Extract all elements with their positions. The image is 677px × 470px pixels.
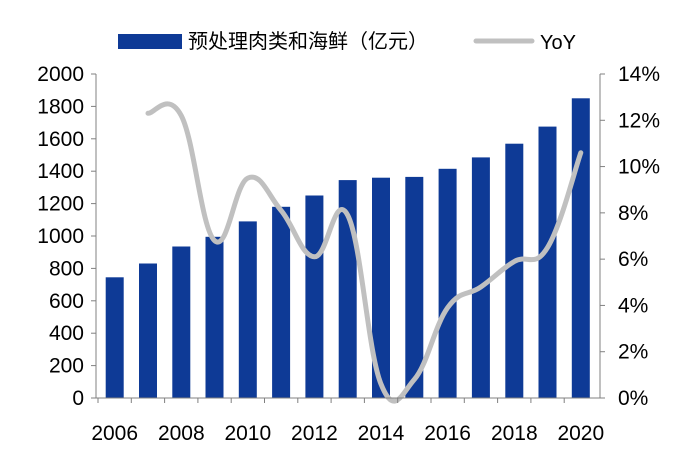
left-axis-ticks: 0 200 400 600 800 1000 1200 1400 1600 1800 2000: [37, 63, 96, 410]
x-tick-label: 2006: [91, 422, 138, 445]
bar-2016: [438, 168, 457, 398]
bar-2011: [272, 206, 291, 398]
x-tick-label: 2014: [358, 422, 405, 445]
left-tick-label: 800: [49, 257, 84, 280]
left-tick-label: 1000: [37, 225, 84, 248]
legend: 预处理肉类和海鲜（亿元） YoY: [118, 30, 576, 54]
left-tick-label: 400: [49, 322, 84, 345]
x-tick-label: 2008: [158, 422, 205, 445]
left-tick-label: 0: [72, 387, 84, 410]
right-tick-label: 2%: [618, 341, 648, 364]
x-tick-label: 2010: [224, 422, 271, 445]
right-axis-ticks: 0% 2% 4% 6% 8% 10% 12% 14%: [600, 63, 660, 410]
left-tick-label: 1200: [37, 193, 84, 216]
x-axis-ticks: 2006 2008 2010 2012 2014 2016 2018 2020: [91, 398, 604, 445]
bar-2007: [139, 263, 157, 398]
right-tick-label: 10%: [618, 156, 660, 179]
x-tick-label: 2018: [491, 422, 538, 445]
yoy-line-series: [145, 101, 584, 404]
right-tick-label: 6%: [618, 248, 648, 271]
left-tick-label: 600: [49, 290, 84, 313]
right-tick-label: 12%: [618, 109, 660, 132]
bar-2014: [372, 177, 390, 398]
right-tick-label: 4%: [618, 294, 648, 317]
left-tick-label: 1800: [37, 95, 84, 118]
bar-2012: [305, 195, 324, 398]
legend-line-label: YoY: [540, 32, 576, 54]
bar-2019: [538, 126, 557, 398]
bar-2018: [505, 143, 524, 398]
x-tick-label: 2012: [291, 422, 338, 445]
right-tick-label: 14%: [618, 63, 660, 86]
legend-bar-label: 预处理肉类和海鲜（亿元）: [188, 30, 428, 53]
bar-2010: [238, 221, 257, 398]
right-tick-label: 8%: [618, 202, 648, 225]
x-tick-label: 2016: [424, 422, 471, 445]
bar-2009: [205, 236, 224, 398]
bar-2006: [105, 277, 124, 398]
left-tick-label: 1600: [37, 128, 84, 151]
legend-bar-swatch: [118, 34, 182, 49]
bar-series: [105, 98, 590, 399]
left-tick-label: 1400: [37, 160, 84, 183]
bar-2020: [571, 98, 590, 399]
x-tick-label: 2020: [557, 422, 604, 445]
bar-2017: [471, 157, 490, 398]
left-tick-label: 200: [49, 355, 84, 378]
bar-2008: [172, 246, 191, 398]
yoy-line: [145, 101, 584, 404]
bar-2015: [405, 176, 424, 398]
left-tick-label: 2000: [37, 63, 84, 86]
right-tick-label: 0%: [618, 387, 648, 410]
